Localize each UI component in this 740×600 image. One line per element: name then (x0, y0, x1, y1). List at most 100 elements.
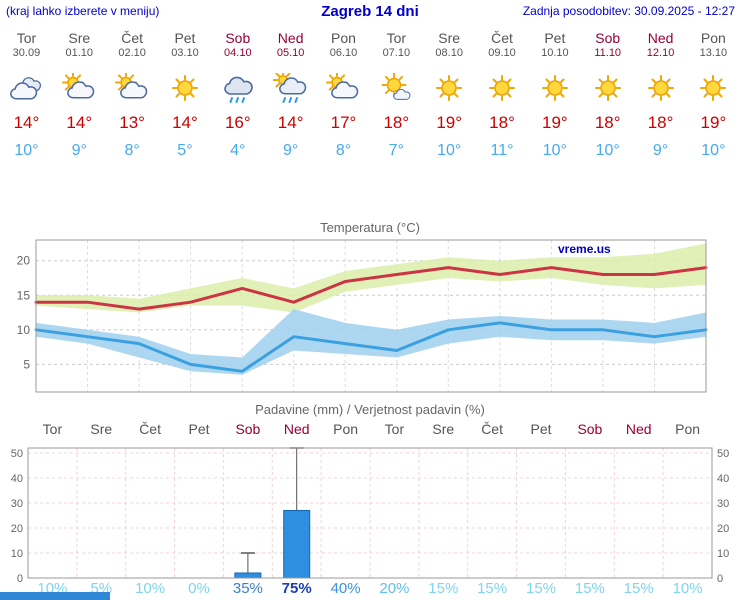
sun-weather-icon (436, 75, 463, 101)
svg-text:20: 20 (717, 523, 729, 535)
day-date: 05.10 (276, 47, 305, 59)
day-date: 10.10 (541, 47, 569, 59)
day-name: Pon (331, 30, 356, 46)
svg-text:50: 50 (717, 448, 729, 460)
day-column: Tor 30.09 14° 10° (0, 30, 53, 160)
precip-probability: 10% (135, 580, 165, 597)
svg-text:0: 0 (717, 573, 723, 585)
svg-text:40: 40 (11, 473, 23, 485)
max-temp: 14° (277, 113, 304, 132)
max-temp: 17° (330, 113, 357, 132)
svg-text:20: 20 (17, 254, 31, 268)
temperature-chart-title: Temperatura (°C) (320, 220, 420, 235)
day-column: Pet 10.10 19° 10° (528, 30, 581, 160)
precip-day-label: Pet (188, 421, 209, 437)
horizontal-scrollbar-thumb[interactable] (0, 592, 110, 600)
precip-probability: 15% (526, 580, 556, 597)
day-date: 12.10 (646, 47, 675, 59)
precip-probability: 10% (673, 580, 703, 597)
precip-probability: 15% (575, 580, 605, 597)
sun-weather-icon (171, 75, 198, 101)
partly-weather-icon (115, 73, 148, 99)
day-column: Čet 02.10 13° 8° (106, 30, 159, 160)
min-temp: 10° (542, 142, 567, 159)
precip-day-label: Pet (530, 421, 551, 437)
svg-text:50: 50 (11, 448, 23, 460)
precip-day-label: Ned (284, 421, 310, 437)
day-column: Sob 04.10 16° 4° (211, 30, 264, 160)
precip-probability: 0% (188, 580, 210, 597)
svg-text:10: 10 (717, 548, 729, 560)
max-temp: 18° (489, 113, 515, 132)
day-date: 13.10 (699, 47, 728, 59)
precipitation-chart: Tor Sre Čet Pet Sob Ned Pon Tor Sre Čet Pet Sob Ned P… (11, 421, 730, 597)
svg-text:30: 30 (11, 498, 23, 510)
day-column: Pon 06.10 17° 8° (317, 30, 370, 160)
day-name: Sre (68, 30, 91, 46)
precip-probability: 75% (282, 580, 312, 597)
day-date: 03.10 (171, 47, 199, 59)
last-update-text: Zadnja posodobitev: 30.09.2025 - 12:27 (522, 4, 735, 18)
precip-day-label: Tor (43, 421, 63, 437)
sun-weather-icon (489, 75, 516, 101)
min-temp: 5° (177, 142, 193, 159)
temperature-chart: 5 10 15 20 (17, 239, 708, 393)
day-name: Pet (544, 30, 566, 46)
max-temp: 18° (383, 113, 410, 132)
max-temp: 18° (594, 113, 621, 132)
watermark: vreme.us (558, 242, 611, 256)
page-title: Zagreb 14 dni (321, 3, 419, 20)
day-date: 04.10 (224, 47, 252, 59)
precip-probability: 35% (233, 580, 263, 597)
precip-bar (234, 572, 262, 579)
day-date: 11.10 (594, 47, 622, 59)
day-column: Pet 03.10 14° 5° (159, 30, 212, 160)
precip-probability: 20% (379, 580, 409, 597)
min-temp: 9° (282, 142, 299, 159)
svg-text:0: 0 (17, 573, 23, 585)
partly-weather-icon (62, 73, 95, 99)
min-temp: 8° (124, 142, 140, 159)
max-temp: 16° (224, 113, 251, 132)
min-temp: 9° (71, 142, 87, 159)
min-temp: 9° (652, 142, 669, 159)
day-column: Tor 07.10 18° 7° (370, 30, 423, 160)
day-name: Čet (121, 30, 143, 46)
day-date: 02.10 (118, 47, 146, 59)
day-name: Čet (491, 30, 513, 46)
day-column: Ned 05.10 14° 9° (264, 30, 317, 160)
max-temp: 14° (66, 113, 93, 132)
precip-day-label: Sre (432, 421, 454, 437)
min-temp: 11° (490, 142, 514, 159)
min-temp: 10° (595, 142, 620, 159)
precip-day-label: Pon (333, 421, 358, 437)
day-name: Tor (386, 30, 407, 46)
max-temp: 18° (647, 113, 674, 132)
max-temp: 19° (700, 113, 727, 132)
precipitation-chart-title: Padavine (mm) / Verjetnost padavin (%) (255, 402, 485, 417)
precip-day-label: Čet (139, 421, 161, 437)
sun-weather-icon (700, 75, 727, 101)
svg-text:20: 20 (11, 523, 23, 535)
partly-weather-icon (326, 73, 359, 99)
precip-probability: 15% (624, 580, 654, 597)
min-temp: 7° (388, 142, 404, 159)
shower-weather-icon (272, 73, 306, 103)
day-date: 09.10 (488, 47, 516, 59)
day-name: Ned (647, 30, 674, 46)
day-name: Sob (225, 30, 251, 46)
day-name: Ned (277, 30, 304, 46)
rain-weather-icon (223, 76, 253, 103)
day-date: 07.10 (382, 47, 411, 59)
day-date: 08.10 (435, 47, 463, 59)
max-temp: 19° (436, 113, 463, 132)
precip-probability: 40% (331, 580, 361, 597)
day-name: Pet (174, 30, 196, 46)
min-temp: 10° (14, 142, 39, 159)
sun-weather-icon (541, 75, 568, 101)
day-name: Pon (700, 30, 726, 46)
precip-day-label: Pon (675, 421, 700, 437)
svg-text:30: 30 (717, 498, 729, 510)
precip-day-label: Sre (90, 421, 112, 437)
